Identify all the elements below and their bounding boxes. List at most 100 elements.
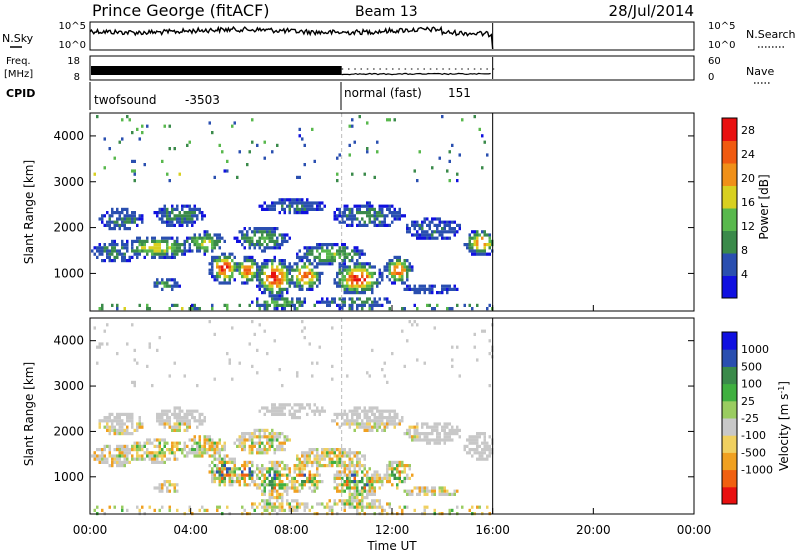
heatmap-cell: [108, 252, 111, 256]
heatmap-cell: [413, 320, 416, 324]
heatmap-cell: [441, 236, 444, 240]
heatmap-cell: [286, 204, 289, 208]
heatmap-cell: [278, 480, 281, 484]
heatmap-cell: [278, 483, 281, 487]
heatmap-cell: [133, 179, 136, 183]
heatmap-cell: [301, 211, 304, 215]
heatmap-cell: [346, 464, 349, 468]
heatmap-cell: [118, 454, 121, 458]
heatmap-cell: [153, 438, 156, 442]
heatmap-cell: [268, 432, 271, 436]
heatmap-cell: [418, 435, 421, 439]
heatmap-cell: [248, 265, 251, 269]
heatmap-cell: [348, 409, 351, 413]
heatmap-cell: [286, 483, 289, 487]
heatmap-cell: [153, 454, 156, 458]
heatmap-cell: [198, 419, 201, 423]
heatmap-cell: [361, 496, 364, 500]
heatmap-cell: [291, 204, 294, 208]
heatmap-cell: [451, 227, 454, 231]
heatmap-cell: [123, 255, 126, 259]
heatmap-cell: [253, 230, 256, 234]
heatmap-cell: [263, 287, 266, 291]
heatmap-cell: [293, 409, 296, 413]
heatmap-cell: [301, 287, 304, 291]
heatmap-cell: [361, 262, 364, 266]
heatmap-cell: [101, 214, 104, 218]
heatmap-cell: [293, 486, 296, 490]
heatmap-cell: [303, 457, 306, 461]
heatmap-cell: [233, 480, 236, 484]
heatmap-cell: [198, 448, 201, 452]
heatmap-cell: [446, 489, 449, 493]
heatmap-cell: [403, 467, 406, 471]
heatmap-cell: [131, 211, 134, 215]
heatmap-cell: [421, 438, 424, 442]
heatmap-cell: [201, 444, 204, 448]
heatmap-cell: [281, 505, 284, 509]
heatmap-cell: [431, 217, 434, 221]
freq-label: Freq.: [6, 56, 31, 67]
heatmap-cell: [108, 255, 111, 259]
heatmap-cell: [276, 303, 279, 307]
heatmap-cell: [476, 236, 479, 240]
heatmap-cell: [138, 422, 141, 426]
heatmap-cell: [141, 131, 144, 135]
heatmap-cell: [338, 278, 341, 282]
heatmap-cell: [131, 444, 134, 448]
heatmap-cell: [141, 239, 144, 243]
heatmap-cell: [291, 278, 294, 282]
heatmap-cell: [408, 287, 411, 291]
freq-tick-high: 18: [67, 56, 80, 67]
heatmap-cell: [253, 480, 256, 484]
heatmap-cell: [196, 441, 199, 445]
heatmap-cell: [113, 246, 116, 250]
heatmap-cell: [411, 287, 414, 291]
heatmap-cell: [486, 243, 489, 247]
heatmap-cell: [251, 448, 254, 452]
heatmap-cell: [328, 249, 331, 253]
heatmap-cell: [113, 220, 116, 224]
heatmap-cell: [386, 214, 389, 218]
heatmap-cell: [396, 262, 399, 266]
heatmap-cell: [121, 419, 124, 423]
heatmap-cell: [351, 297, 354, 301]
heatmap-cell: [303, 480, 306, 484]
heatmap-cell: [411, 223, 414, 227]
heatmap-cell: [193, 454, 196, 458]
heatmap-cell: [421, 422, 424, 426]
heatmap-cell: [381, 368, 384, 372]
heatmap-cell: [426, 489, 429, 493]
heatmap-cell: [291, 412, 294, 416]
heatmap-cell: [293, 467, 296, 471]
heatmap-cell: [336, 460, 339, 464]
heatmap-cell: [373, 470, 376, 474]
heatmap-cell: [451, 358, 454, 362]
heatmap-cell: [343, 409, 346, 413]
heatmap-cell: [108, 243, 111, 247]
heatmap-cell: [233, 467, 236, 471]
heatmap-cell: [271, 486, 274, 490]
heatmap-cell: [163, 211, 166, 215]
heatmap-cell: [328, 300, 331, 304]
heatmap-cell: [311, 284, 314, 288]
heatmap-cell: [118, 223, 121, 227]
heatmap-cell: [388, 300, 391, 304]
heatmap-cell: [363, 505, 366, 509]
heatmap-cell: [353, 492, 356, 496]
heatmap-cell: [318, 345, 321, 349]
heatmap-cell: [138, 239, 141, 243]
heatmap-cell: [333, 297, 336, 301]
cpid-mode-1-id: -3503: [185, 93, 220, 107]
heatmap-cell: [371, 428, 374, 432]
heatmap-cell: [356, 483, 359, 487]
heatmap-cell: [146, 124, 149, 128]
heatmap-cell: [116, 307, 119, 311]
heatmap-cell: [176, 412, 179, 416]
heatmap-cell: [213, 473, 216, 477]
heatmap-cell: [276, 438, 279, 442]
heatmap-cell: [141, 457, 144, 461]
heatmap-cell: [418, 236, 421, 240]
heatmap-cell: [373, 480, 376, 484]
heatmap-cell: [371, 409, 374, 413]
